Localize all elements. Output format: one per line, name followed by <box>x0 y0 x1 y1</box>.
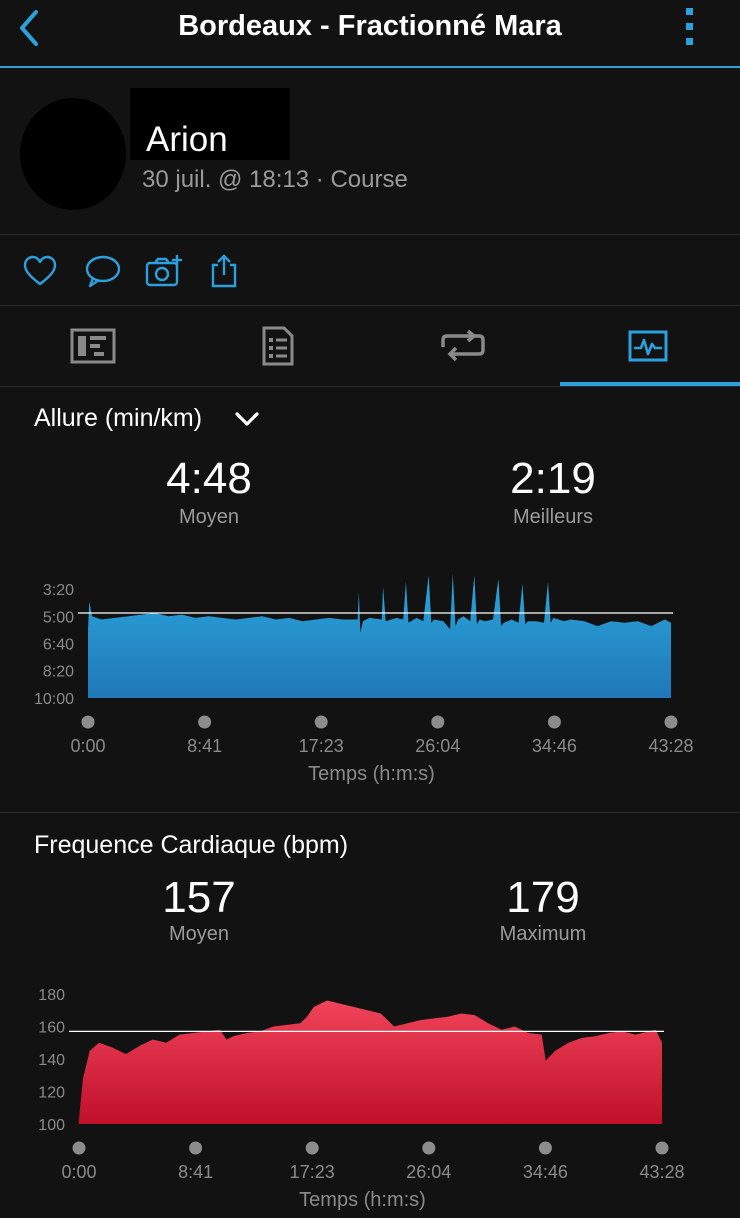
more-options-button[interactable] <box>676 6 704 48</box>
top-bar: Bordeaux - Fractionné Mara <box>0 0 740 68</box>
pace-x-tick-label: 17:23 <box>299 736 344 756</box>
back-button[interactable] <box>14 8 50 48</box>
user-name[interactable]: Arion <box>146 120 228 159</box>
hr-max-label: Maximum <box>499 923 587 945</box>
pace-y-tick-label: 10:00 <box>34 691 74 708</box>
hr-y-tick-label: 100 <box>38 1117 65 1134</box>
tab-bar <box>0 306 740 387</box>
activity-title: Bordeaux - Fractionné Mara <box>178 10 562 42</box>
hr-x-tick-label: 43:28 <box>639 1162 684 1182</box>
more-vertical-icon <box>686 8 693 45</box>
pace-x-tick-label: 8:41 <box>187 736 222 756</box>
pace-best-label: Meilleurs <box>512 506 594 528</box>
hr-y-tick-label: 180 <box>38 987 65 1004</box>
active-tab-indicator <box>560 382 740 386</box>
add-photo-button[interactable] <box>144 253 184 289</box>
name-redaction <box>130 88 290 160</box>
tab-laps[interactable] <box>370 306 555 386</box>
tab-stats[interactable] <box>0 306 185 386</box>
pace-y-tick-label: 6:40 <box>43 637 74 654</box>
pace-avg-label: Moyen <box>178 506 240 528</box>
pace-y-tick-label: 5:00 <box>43 609 74 626</box>
pace-x-tick-dot <box>198 715 212 729</box>
add-photo-icon <box>145 255 182 287</box>
pace-x-tick-dot <box>547 715 561 729</box>
hr-max-value: 179 <box>506 873 580 922</box>
heart-rate-section: Frequence Cardiaque (bpm) 157 Moyen 179 … <box>0 813 740 1218</box>
comment-button[interactable] <box>84 253 121 289</box>
pace-x-tick-label: 43:28 <box>648 736 693 756</box>
hr-x-tick-dot <box>189 1141 203 1155</box>
hr-x-tick-label: 26:04 <box>406 1162 451 1182</box>
hr-x-tick-label: 0:00 <box>61 1162 96 1182</box>
activity-meta: 30 juil. @ 18:13 · Course <box>142 166 408 193</box>
hr-y-tick-label: 140 <box>38 1052 65 1069</box>
tab-details[interactable] <box>185 306 370 386</box>
pace-x-tick-dot <box>431 715 445 729</box>
pace-best-value: 2:19 <box>510 454 596 503</box>
hr-x-axis-label: Temps (h:m:s) <box>299 1189 426 1211</box>
stats-card-icon <box>70 328 115 364</box>
pace-chart[interactable]: 3:20 5:00 6:40 8:20 10:00 0:00 8:41 17:23 26:04 3… <box>0 558 740 788</box>
pace-title[interactable]: Allure (min/km) <box>34 404 203 432</box>
hr-x-tick-label: 34:46 <box>523 1162 568 1182</box>
heart-rate-chart[interactable]: 180 160 140 120 100 0:00 8:41 17:23 26:04 34:46 43… <box>0 981 740 1218</box>
pace-y-tick-label: 3:20 <box>43 582 74 599</box>
pace-x-tick-label: 26:04 <box>415 736 460 756</box>
hr-x-tick-dot <box>305 1141 319 1155</box>
pace-x-axis-label: Temps (h:m:s) <box>308 763 435 785</box>
pace-x-tick-dot <box>81 715 95 729</box>
hr-avg-value: 157 <box>162 873 236 922</box>
share-button[interactable] <box>208 253 244 289</box>
tab-charts[interactable] <box>555 306 740 386</box>
chevron-left-icon <box>20 10 38 46</box>
hr-y-tick-label: 120 <box>38 1085 65 1102</box>
hr-x-tick-label: 8:41 <box>178 1162 213 1182</box>
heart-icon <box>23 255 57 286</box>
activity-owner: Arion 30 juil. @ 18:13 · Course <box>0 68 740 235</box>
chevron-down-icon[interactable] <box>234 410 260 428</box>
pace-section: Allure (min/km) 4:48 Moyen 2:19 Meilleur… <box>0 388 740 813</box>
hr-x-tick-dot <box>72 1141 86 1155</box>
hr-x-tick-dot <box>422 1141 436 1155</box>
pace-area <box>88 573 671 698</box>
pace-x-tick-label: 34:46 <box>532 736 577 756</box>
laps-icon <box>440 330 485 362</box>
pace-x-tick-label: 0:00 <box>70 736 105 756</box>
hr-avg-label: Moyen <box>168 923 230 945</box>
pace-y-tick-label: 8:20 <box>43 664 74 681</box>
hr-x-tick-dot <box>538 1141 552 1155</box>
share-icon <box>211 254 237 288</box>
details-list-icon <box>262 326 293 366</box>
hr-area <box>79 1000 662 1124</box>
pace-x-tick-dot <box>314 715 328 729</box>
avatar[interactable] <box>20 98 126 210</box>
hr-x-tick-dot <box>655 1141 669 1155</box>
hr-x-tick-label: 17:23 <box>290 1162 335 1182</box>
charts-icon <box>628 330 667 362</box>
heart-rate-title: Frequence Cardiaque (bpm) <box>34 831 349 859</box>
hr-y-tick-label: 160 <box>38 1020 65 1037</box>
comment-icon <box>85 255 121 288</box>
action-bar <box>0 235 740 306</box>
pace-x-tick-dot <box>664 715 678 729</box>
like-button[interactable] <box>22 253 58 289</box>
pace-avg-value: 4:48 <box>166 454 252 503</box>
